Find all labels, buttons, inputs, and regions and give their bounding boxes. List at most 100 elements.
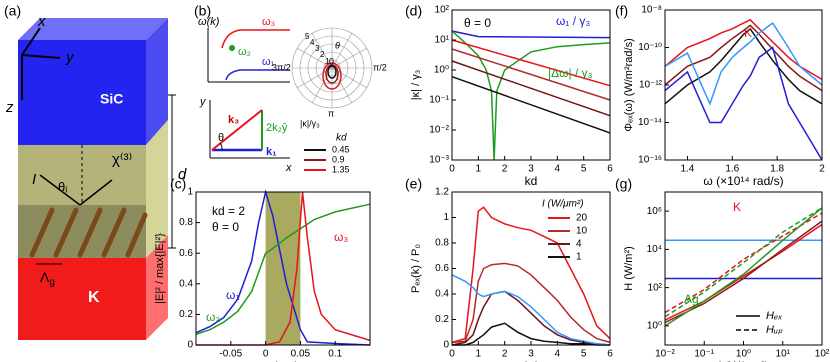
x-tick-label: 1 — [476, 349, 482, 360]
legend-label: 0.45 — [332, 144, 350, 154]
y-tick-label: 10¹ — [435, 35, 450, 46]
ring-label: 5 — [305, 32, 310, 41]
legend-label: Hᵤₚ — [766, 324, 783, 336]
mode-curve — [225, 69, 290, 81]
polar-angle: π — [328, 108, 334, 118]
mode-label: ω₂ — [238, 46, 251, 58]
mode-label: ω₃ — [262, 16, 275, 28]
k-layer — [18, 258, 146, 340]
polar-angle: 0 — [329, 56, 334, 66]
y-axis-label: |E|² / max{|E|²} — [154, 233, 166, 304]
y-tick-label: 0.6 — [435, 263, 449, 274]
panel-label: (c) — [170, 176, 186, 192]
dispersion-label: ω(k) — [198, 16, 220, 28]
vector-label: 2k₂ŷ — [266, 122, 288, 134]
plot-frame — [195, 191, 371, 346]
period-sub: g — [49, 277, 55, 288]
y-tick-label: 10⁻¹⁶ — [638, 155, 662, 166]
x-tick-label: 1.4 — [680, 164, 694, 175]
data-line — [451, 30, 611, 161]
annotation: Ag — [684, 292, 699, 306]
annotation: kd = 2 — [212, 204, 245, 218]
x-tick-label: 1.6 — [725, 164, 739, 175]
legend-label: 1.35 — [332, 164, 350, 174]
y-tick-label: 10⁻¹⁴ — [638, 117, 662, 128]
data-line — [451, 206, 611, 344]
series-label: ω₃ — [334, 230, 348, 244]
polar-theta: θ — [335, 40, 340, 50]
panel-label: (a) — [4, 3, 21, 19]
legend-label: 1 — [576, 252, 582, 263]
x-tick-label: 2 — [502, 164, 508, 175]
x-tick-label: 0.05 — [291, 349, 311, 360]
y-axis-label: Pₑₓ(k) / P₀ — [410, 244, 422, 293]
coordinate-axes — [21, 27, 61, 100]
chart: -0.05 0 0.05 0.1 0 0.2 0.4 0.6 0.8 1 z(μm) |E|² / m… — [154, 176, 371, 362]
vector-label: k₁ — [266, 146, 277, 158]
legend-label: 0.9 — [332, 154, 345, 164]
x-axis-label: ω (×10¹⁴ rad/s) — [703, 174, 783, 188]
schematic-a: (a) x y z SiC d χ⁽³⁾ I θᵢ Λg K — [4, 3, 187, 340]
data-line — [451, 290, 611, 346]
y-tick-label: 1 — [187, 187, 193, 198]
chart: 10⁻² 10⁻¹ 10⁰ 10¹ 10² 10⁰ 10² 10⁴ 10⁶ I (W/μm²) H … — [615, 176, 830, 362]
y-tick-label: 0 — [443, 340, 449, 351]
axis-label: y — [65, 49, 75, 66]
x-tick-label: 10¹ — [776, 349, 791, 360]
y-axis-label: H (W/m²) — [623, 246, 635, 291]
data-line — [664, 220, 823, 324]
vector-label: k₃ — [228, 114, 239, 126]
x-tick-label: 2 — [502, 349, 508, 360]
y-tick-label: 0.6 — [179, 248, 193, 259]
y-tick-label: 10⁶ — [647, 206, 662, 217]
y-tick-label: 10⁻³ — [429, 155, 449, 166]
x-tick-label: 1.8 — [770, 164, 784, 175]
y-tick-label: 10⁰ — [647, 321, 662, 332]
data-line — [451, 274, 611, 346]
schematic-b: (b) ω(k) ω₃ ω₂ ω₁ y x k₃ 2k₂ŷ k₁ θ 0 π/2 — [194, 3, 387, 175]
angle-arc — [219, 142, 223, 151]
panel-label: (f) — [615, 3, 628, 19]
x-tick-label: 10⁻² — [655, 349, 675, 360]
x-tick-label: -0.05 — [219, 349, 242, 360]
legend-label: 10 — [576, 226, 588, 237]
series-label: ω₂ — [206, 310, 220, 324]
y-tick-label: 0.8 — [435, 238, 449, 249]
data-line — [451, 48, 611, 101]
data-line — [664, 22, 823, 106]
axis-label: x — [285, 162, 292, 174]
x-tick-label: 2 — [819, 164, 825, 175]
y-axis-label: Φₑₓ(ω) (W/m²rad/s) — [623, 38, 635, 132]
x-tick-label: 3 — [528, 349, 534, 360]
data-line — [664, 18, 823, 81]
x-tick-label: 5 — [581, 349, 587, 360]
thickness-label: d — [178, 166, 187, 183]
layer-label: K — [88, 289, 100, 306]
data-line — [451, 75, 611, 134]
data-line — [664, 46, 823, 161]
axis-label: x — [37, 13, 46, 30]
y-tick-label: 10⁻¹² — [639, 80, 663, 91]
annotation: K — [733, 200, 741, 214]
annotation: θ = 0 — [464, 16, 491, 30]
data-line — [195, 203, 371, 336]
y-tick-label: 1 — [443, 212, 449, 223]
legend-label: 4 — [576, 239, 582, 250]
x-tick-label: 1 — [476, 164, 482, 175]
x-tick-label: 0 — [449, 164, 455, 175]
plot-frame — [664, 191, 823, 346]
x-axis-label: kd — [525, 174, 538, 188]
y-tick-label: 1.2 — [435, 187, 449, 198]
x-tick-label: 10⁻¹ — [694, 349, 714, 360]
data-line — [451, 39, 611, 87]
data-line — [664, 207, 823, 318]
angle-label: θᵢ — [58, 179, 67, 194]
x-tick-label: 4 — [555, 349, 561, 360]
panel-label: (b) — [194, 3, 211, 19]
ring-label: 1 — [325, 57, 330, 66]
y-tick-label: 10⁻¹ — [429, 95, 449, 106]
x-tick-label: 3 — [528, 164, 534, 175]
mode-label: ω₁ — [262, 56, 275, 68]
legend-title: kd — [336, 133, 347, 144]
